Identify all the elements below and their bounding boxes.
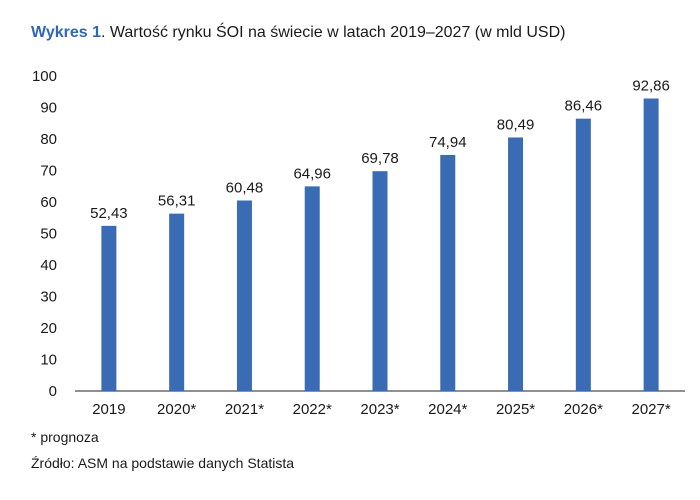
x-tick-label: 2027* — [632, 401, 671, 418]
x-tick-label: 2025* — [496, 401, 535, 418]
x-tick-label: 2019 — [92, 401, 125, 418]
y-tick-label: 50 — [40, 226, 57, 243]
bar — [304, 186, 320, 391]
data-label: 92,86 — [632, 77, 670, 94]
bar — [372, 171, 388, 391]
bar — [575, 118, 591, 391]
x-tick-label: 2022* — [293, 401, 332, 418]
bar — [643, 98, 659, 391]
data-label: 64,96 — [293, 165, 331, 182]
x-tick-label: 2024* — [428, 401, 467, 418]
data-label: 56,31 — [158, 193, 196, 210]
data-label: 69,78 — [361, 150, 399, 167]
chart-title-lead: Wykres 1 — [31, 24, 101, 41]
y-tick-label: 100 — [32, 68, 57, 85]
bar — [169, 213, 185, 391]
y-tick-label: 0 — [49, 383, 57, 400]
data-label: 52,43 — [90, 205, 128, 222]
y-tick-label: 20 — [40, 320, 57, 337]
y-tick-label: 80 — [40, 131, 57, 148]
chart-title-text: . Wartość rynku ŚOI na świecie w latach … — [100, 24, 566, 41]
data-label: 60,48 — [226, 179, 264, 196]
y-tick-label: 40 — [40, 257, 57, 274]
y-tick-label: 90 — [40, 100, 57, 117]
y-tick-label: 60 — [40, 194, 57, 211]
x-tick-label: 2021* — [225, 401, 264, 418]
y-tick-label: 30 — [40, 289, 57, 306]
bar — [508, 137, 524, 391]
data-label: 80,49 — [497, 116, 535, 133]
x-tick-label: 2026* — [564, 401, 603, 418]
bar — [101, 225, 117, 391]
chart-title: Wykres 1. Wartość rynku ŚOI na świecie w… — [31, 24, 565, 42]
x-tick-label: 2023* — [360, 401, 399, 418]
bar — [236, 200, 252, 391]
forecast-note: * prognoza — [31, 429, 99, 445]
data-label: 74,94 — [429, 134, 467, 151]
data-label: 86,46 — [565, 98, 603, 115]
x-tick-label: 2020* — [157, 401, 196, 418]
y-tick-label: 70 — [40, 163, 57, 180]
y-tick-label: 10 — [40, 352, 57, 369]
bar — [440, 154, 456, 391]
source-note: Źródło: ASM na podstawie danych Statista — [31, 455, 295, 471]
